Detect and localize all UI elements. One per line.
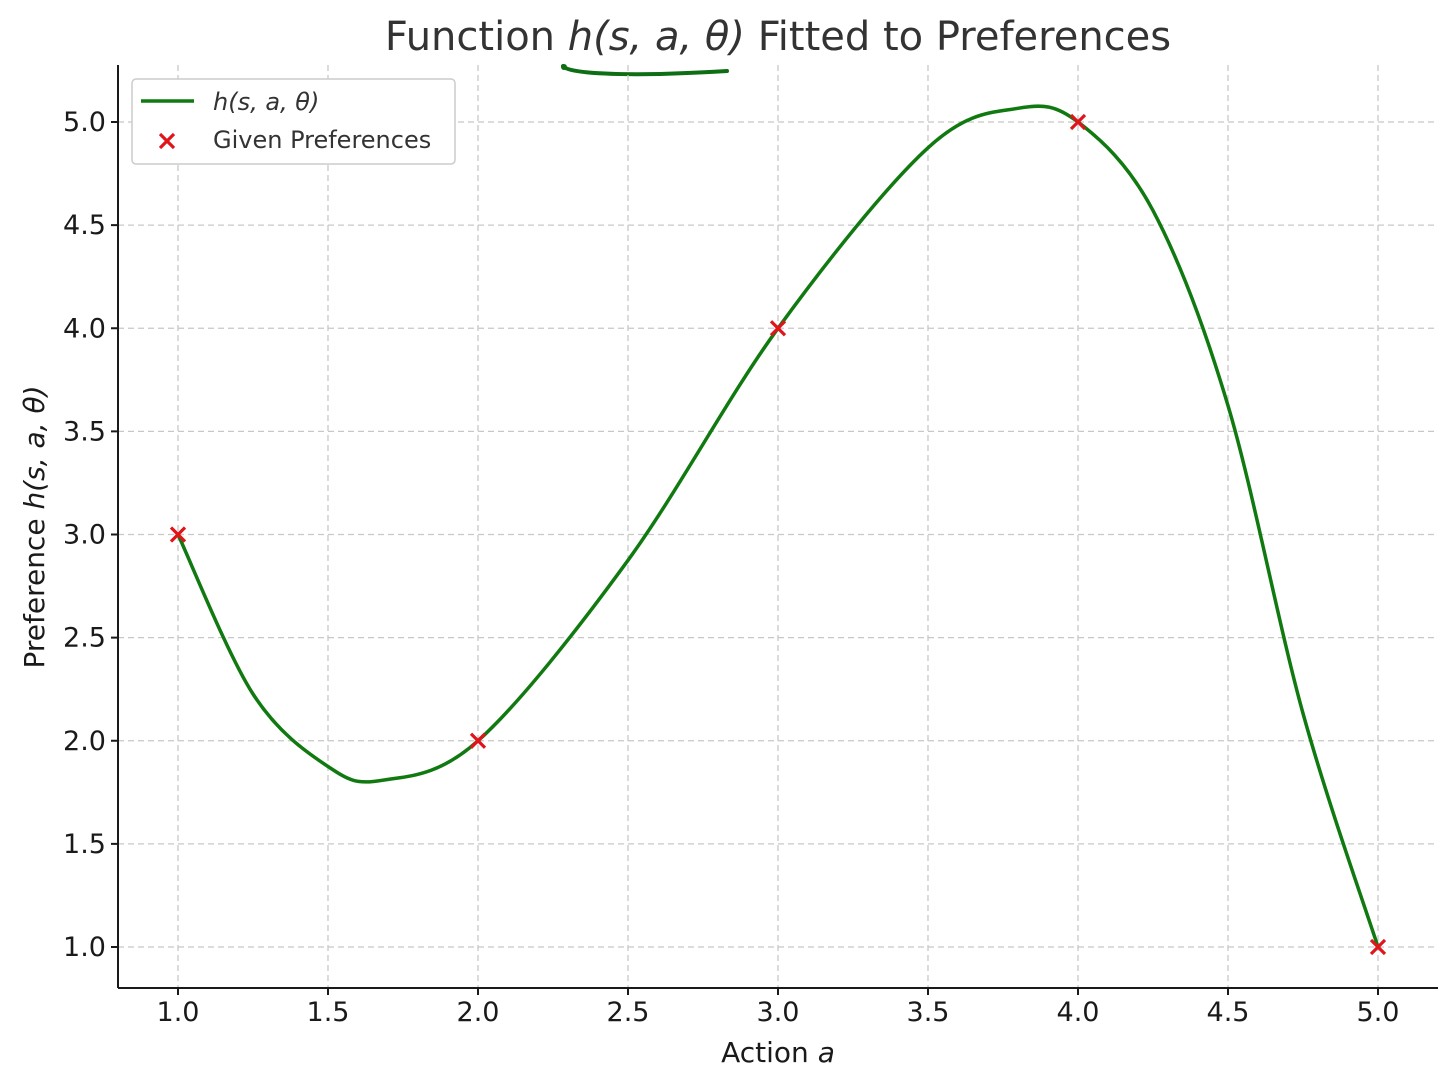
x-axis-ticks: 1.0 1.5 2.0 2.5 3.0 3.5 4.0 4.5 5.0 <box>157 988 1400 1028</box>
preference-point <box>1069 113 1087 131</box>
title-underline-annotation <box>561 64 729 77</box>
title-underline-dot <box>561 64 567 70</box>
y-tick-label: 1.0 <box>63 932 106 963</box>
marker-stroke <box>169 526 187 543</box>
marker-stroke <box>769 320 787 337</box>
x-tick-label: 3.0 <box>757 997 800 1028</box>
legend-x-marker <box>158 132 176 150</box>
preference-point <box>169 526 187 543</box>
chart-title-math: h(s, a, θ) <box>568 14 745 60</box>
marker-stroke <box>469 732 487 749</box>
y-tick-label: 3.0 <box>63 520 106 551</box>
legend-box <box>131 78 456 165</box>
legend-label-line: h(s, a, θ) <box>213 88 319 116</box>
legend-marker-x <box>158 132 176 150</box>
y-axis-label-math: h(s, a, θ) <box>18 385 51 509</box>
preference-point <box>469 732 487 749</box>
x-axis-label-math: a <box>818 1036 835 1069</box>
chart-title: Function h(s, a, θ) Fitted to Preference… <box>385 14 1171 60</box>
x-tick-label: 5.0 <box>1357 997 1400 1028</box>
plot-series <box>169 104 1387 956</box>
marker-stroke <box>1369 938 1387 956</box>
y-tick-label: 2.0 <box>63 726 106 757</box>
y-tick-label: 4.5 <box>63 210 106 241</box>
legend-label-scatter: Given Preferences <box>213 126 431 154</box>
x-tick-label: 3.5 <box>907 997 950 1028</box>
y-tick-label: 5.0 <box>63 107 106 138</box>
x-tick-label: 4.5 <box>1207 997 1250 1028</box>
x-tick-label: 2.5 <box>607 997 650 1028</box>
preference-point <box>769 320 787 337</box>
x-tick-label: 2.0 <box>457 997 500 1028</box>
chart-title-suffix: Fitted to Preferences <box>745 14 1171 60</box>
x-axis-label-text: Action <box>721 1036 818 1069</box>
y-tick-label: 3.5 <box>63 416 106 447</box>
legend: h(s, a, θ) Given Preferences <box>131 78 456 165</box>
x-tick-label: 1.0 <box>157 997 200 1028</box>
x-tick-label: 4.0 <box>1057 997 1100 1028</box>
grid <box>118 65 1438 988</box>
y-axis-ticks: 1.0 1.5 2.0 2.5 3.0 3.5 4.0 4.5 5.0 <box>63 107 118 963</box>
y-tick-label: 1.5 <box>63 829 106 860</box>
x-axis-label: Action a <box>721 1036 835 1069</box>
preference-point <box>1369 938 1387 956</box>
marker-stroke <box>158 132 176 150</box>
y-axis-label-text: Preference <box>18 510 51 669</box>
chart-title-prefix: Function <box>385 14 568 60</box>
y-axis-label: Preference h(s, a, θ) <box>18 385 51 668</box>
marker-stroke <box>1069 113 1087 131</box>
x-tick-label: 1.5 <box>307 997 350 1028</box>
y-tick-label: 4.0 <box>63 313 106 344</box>
fitted-curve-line <box>176 104 1380 948</box>
y-tick-label: 2.5 <box>63 623 106 654</box>
